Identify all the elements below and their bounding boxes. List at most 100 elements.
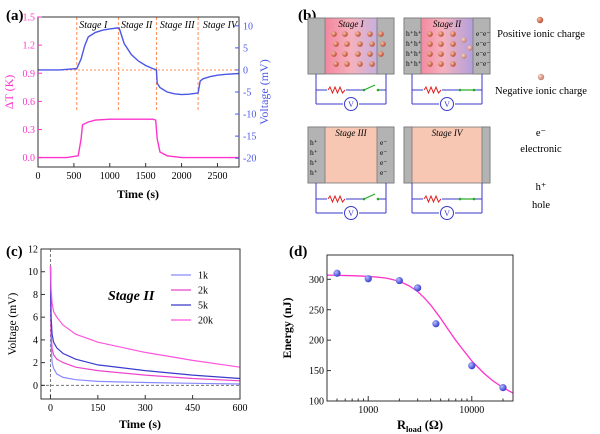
y-left-tick-label: 0.6 — [23, 97, 36, 108]
y-tick-label: 250 — [309, 305, 324, 316]
x-tick-label: 600 — [233, 403, 248, 414]
resistor-icon — [423, 194, 442, 204]
energy-data-point — [395, 276, 403, 285]
x-tick-label: 2500 — [207, 171, 227, 182]
voltmeter-label: V — [348, 209, 354, 218]
x-tick-label: 0 — [48, 403, 53, 414]
hole-label: h⁺ — [310, 168, 318, 177]
voltmeter-label: V — [444, 209, 450, 218]
electron-label: e⁻ — [380, 168, 387, 177]
electron-label: e⁻ — [483, 59, 490, 68]
positive-ion-dot — [450, 61, 456, 67]
chart-panel-c: 0 150 300 450 600 0 2 4 6 8 10 12 1k 2k 5k 20k Stage I… — [7, 245, 248, 432]
hole-label: h⁺ — [406, 59, 414, 68]
hole-label: h⁺ — [310, 148, 318, 157]
decay-series-line — [49, 265, 241, 385]
delta-t-series-line — [38, 118, 239, 159]
resistor-icon — [327, 85, 346, 95]
hole-label: h⁺ — [406, 29, 414, 38]
panel-label-d: (d) — [289, 244, 307, 260]
chart-panel-d: 1000 10000 100 150 200 250 300 Rload (Ω) Energ… — [280, 254, 514, 434]
decay-series-line — [49, 265, 241, 382]
switch-bg — [459, 85, 475, 93]
positive-ion-dot — [378, 31, 384, 37]
y-tick-label: 10 — [28, 267, 38, 278]
hole-label: h⁺ — [414, 59, 422, 68]
y-tick-label: 4 — [33, 335, 38, 346]
y-right-tick-label: -15 — [243, 132, 256, 143]
positive-ion-dot — [367, 51, 373, 57]
y-tick-label: 0 — [33, 381, 38, 392]
panel-label-c: (c) — [6, 244, 23, 260]
y-left-tick-label: 1.5 — [23, 13, 36, 24]
x-tick-label: 1000 — [358, 405, 378, 416]
positive-ion-dot — [369, 61, 375, 67]
positive-ion-dot — [333, 61, 339, 67]
switch-terminal — [376, 197, 380, 201]
voltage-series-line — [38, 27, 240, 96]
chart-c-xlabel: Time (s) — [119, 417, 161, 431]
voltmeter-icon — [440, 206, 454, 220]
energy-data-point — [414, 284, 422, 292]
positive-ion-dot — [331, 31, 337, 37]
positive-ion-dot — [331, 51, 337, 57]
y-right-tick-label: -10 — [243, 110, 256, 121]
positive-ion-dot — [450, 41, 456, 47]
electron-label: e⁻ — [476, 29, 483, 38]
chart-c-title: Stage II — [108, 289, 155, 304]
electron-label: e⁻ — [483, 39, 490, 48]
electron-label: e⁻ — [483, 29, 490, 38]
legend-label: 20k — [198, 316, 213, 327]
decay-series-line — [49, 265, 241, 368]
electron-label: electronic — [520, 144, 562, 155]
hole-label: h⁺ — [310, 138, 318, 147]
positive-ion-dot — [438, 51, 444, 57]
hole-label: h⁺ — [310, 158, 318, 167]
stage-cell-title: Stage II — [433, 19, 462, 29]
energy-fit-line — [326, 274, 514, 394]
chart-d-frame — [326, 254, 514, 402]
positive-ion-dot — [380, 41, 386, 47]
negative-ion-dot — [467, 45, 473, 51]
electron-label: e⁻ — [380, 138, 387, 147]
electron-label: e⁻ — [476, 49, 483, 58]
positive-ion-dot — [438, 41, 444, 47]
stage-label: Stage II — [121, 20, 153, 31]
positive-ion-dot — [355, 31, 361, 37]
positive-ion-dot — [357, 41, 363, 47]
electron-label: e⁻ — [380, 158, 387, 167]
right-electrode — [481, 126, 491, 184]
chart-a-frame — [37, 16, 240, 168]
energy-data-point — [468, 362, 476, 370]
negative-ion-dot — [461, 53, 467, 59]
stage-cell-s4: Stage IV V — [403, 126, 491, 220]
switch-bg — [363, 194, 379, 202]
voltmeter-icon — [440, 97, 454, 111]
y-left-tick-label: 1.2 — [23, 41, 36, 52]
electron-symbol: e⁻ — [536, 128, 547, 139]
chart-a-ylabel-right: Voltage (mV) — [257, 59, 271, 124]
positive-ion-dot — [342, 51, 348, 57]
positive-ion-dot — [427, 61, 433, 67]
voltmeter-label: V — [348, 100, 354, 109]
decay-series-line — [49, 265, 241, 380]
electron-label: e⁻ — [380, 148, 387, 157]
switch-bg — [459, 194, 475, 202]
chart-a-ylabel-left: ΔT (K) — [2, 75, 16, 110]
positive-charge-icon — [536, 16, 544, 24]
stage-label: Stage III — [160, 20, 195, 31]
positive-ion-dot — [367, 31, 373, 37]
panel-label-a: (a) — [6, 8, 24, 24]
chart-c-ylabel: Voltage (mV) — [7, 292, 19, 355]
y-right-tick-label: 10 — [243, 21, 253, 32]
energy-data-point — [432, 320, 440, 328]
hole-label: h⁺ — [414, 49, 422, 58]
y-tick-label: 6 — [33, 313, 38, 324]
y-left-tick-label: 0.3 — [23, 125, 36, 136]
positive-ion-dot — [344, 61, 350, 67]
electron-label: e⁻ — [483, 49, 490, 58]
negative-ion-dot — [461, 37, 467, 43]
positive-ion-dot — [438, 61, 444, 67]
stage-label: Stage IV — [203, 20, 239, 31]
